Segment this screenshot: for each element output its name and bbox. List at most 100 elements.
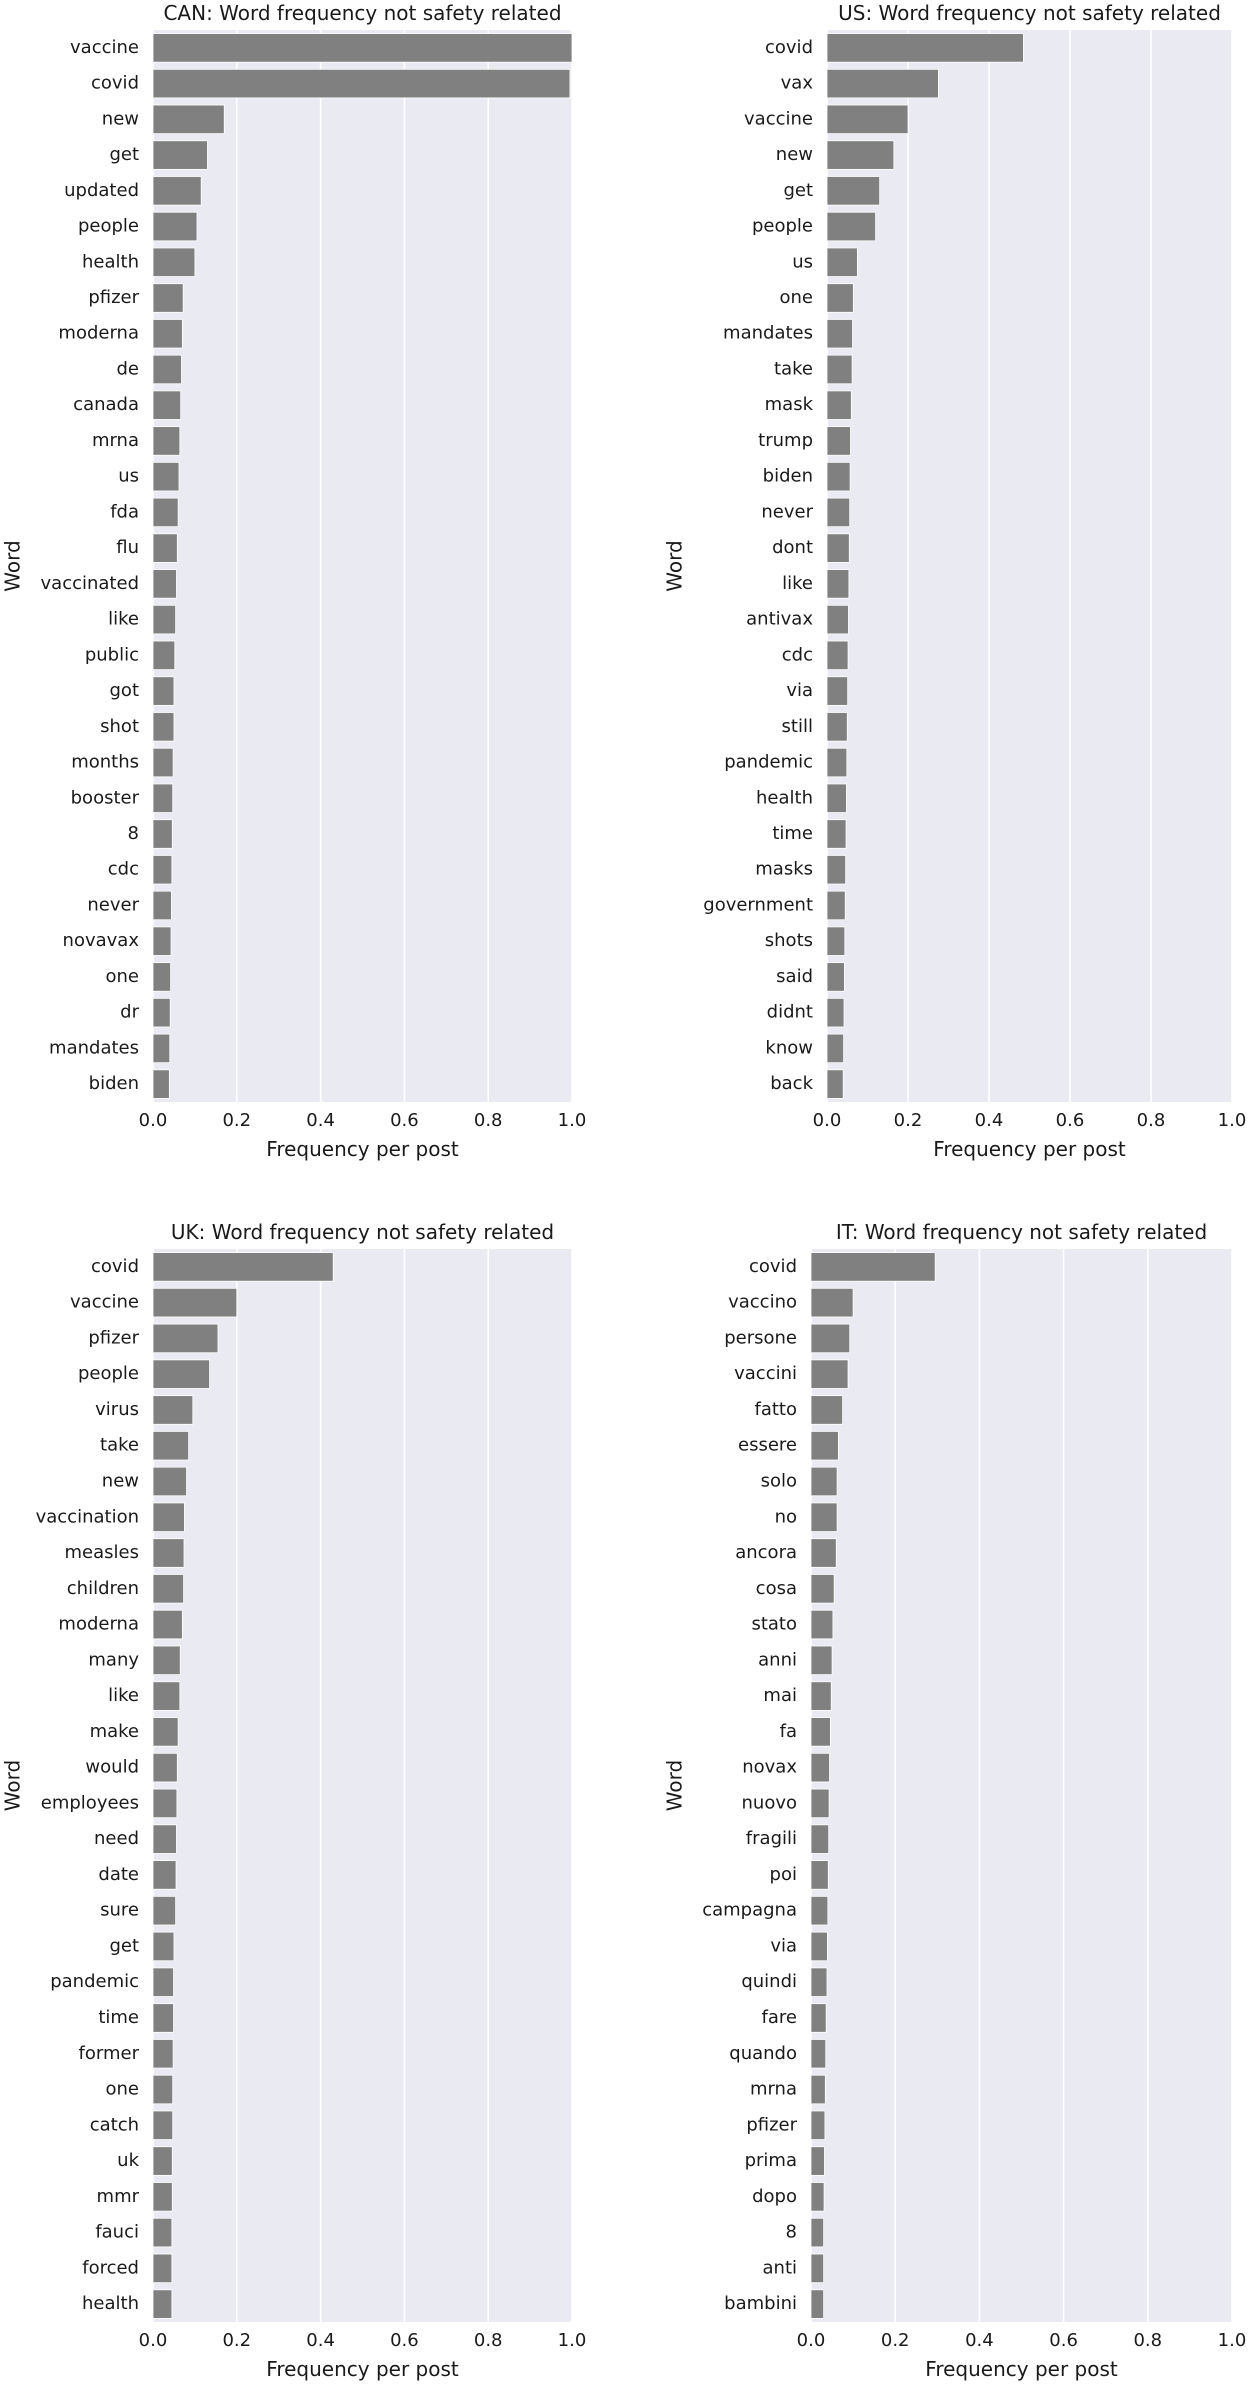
chart-1-bar-one (826, 283, 854, 313)
chart-0-category-label: updated (64, 180, 139, 201)
chart-2-bar-like (152, 1681, 181, 1711)
chart-1-category-label: time (772, 823, 813, 844)
chart-2-bar-forced (152, 2253, 173, 2284)
chart-3-bar-vaccini (810, 1359, 849, 1389)
chart-1-bar-antivax (826, 604, 849, 635)
chart-3-bar-campagna (810, 1895, 829, 1926)
chart-2-bar-employees (152, 1788, 178, 1819)
chart-3-category-label: vaccino (728, 1292, 797, 1313)
chart-0-bar-vaccine (152, 33, 573, 63)
chart-3-y-axis-label: Word (663, 1760, 687, 1811)
chart-2-x-tick-label: 0.6 (390, 2330, 419, 2351)
chart-1-x-tick-label: 0.4 (975, 1110, 1004, 1131)
chart-2-bar-children (152, 1574, 184, 1604)
chart-0-category-label: got (110, 680, 140, 701)
chart-3-x-tick-label: 0.4 (965, 2330, 994, 2351)
chart-1-x-tick-label: 0.0 (813, 1110, 842, 1131)
chart-3-category-label: fare (762, 2007, 797, 2028)
chart-2-bar-virus (152, 1395, 194, 1425)
chart-1-category-label: via (786, 680, 813, 701)
chart-1-bar-new (826, 140, 895, 170)
chart-us: covid vax vaccine new get people us one mandates… (663, 1, 1247, 1161)
chart-1-bar-vaccine (826, 104, 909, 135)
chart-0-x-tick-label: 0.6 (390, 1110, 419, 1131)
chart-3-category-label: via (770, 1935, 797, 1956)
chart-1-bar-pandemic (826, 747, 848, 778)
chart-2-bar-new (152, 1466, 187, 1497)
chart-1-x-tick-label: 0.6 (1056, 1110, 1085, 1131)
chart-2-category-label: forced (82, 2257, 139, 2278)
chart-3-bar-dopo (810, 2182, 825, 2212)
chart-0-bar-de (152, 354, 182, 385)
chart-2-category-label: take (100, 1435, 139, 1456)
chart-3-category-label: quando (729, 2043, 797, 2064)
chart-1-bar-health (826, 783, 847, 813)
chart-0-bar-covid (152, 68, 571, 99)
chart-3-bar-mrna (810, 2074, 826, 2105)
chart-2-bar-former (152, 2039, 174, 2069)
chart-1-category-label: said (776, 966, 813, 987)
chart-2-category-label: vaccination (36, 1506, 139, 1527)
chart-1-category-label: vax (781, 73, 814, 94)
chart-3-category-label: fa (780, 1721, 797, 1742)
chart-0-category-label: canada (73, 394, 139, 415)
chart-1-plot-area (827, 30, 1232, 1102)
chart-2-category-label: many (88, 1649, 139, 1670)
chart-2-bar-time (152, 2003, 174, 2033)
chart-2-category-label: moderna (58, 1614, 139, 1635)
chart-1-bar-take (826, 354, 853, 385)
chart-0-category-label: months (71, 752, 139, 773)
chart-2-bar-take (152, 1431, 190, 1461)
chart-it: covid vaccino persone vaccini fatto essere sol… (663, 1220, 1247, 2381)
chart-3-bar-vaccino (810, 1287, 854, 1318)
chart-2-bar-measles (152, 1538, 185, 1568)
chart-0-category-label: vaccinated (41, 573, 139, 594)
chart-2-bar-vaccination (152, 1502, 185, 1532)
chart-0-category-label: mandates (49, 1037, 139, 1058)
chart-3-bar-pfizer (810, 2110, 826, 2140)
chart-0-x-tick-label: 0.8 (474, 1110, 503, 1131)
chart-2-category-label: pfizer (88, 1327, 139, 1348)
chart-2-bar-health (152, 2289, 173, 2319)
chart-2-category-label: like (108, 1685, 139, 1706)
chart-0-bar-fda (152, 497, 179, 528)
chart-0-bar-one (152, 962, 171, 992)
chart-2-bar-vaccine (152, 1287, 238, 1318)
chart-3-bar-via (810, 1931, 828, 1962)
chart-1-category-label: government (703, 894, 813, 915)
chart-3-bar-solo (810, 1466, 838, 1497)
chart-3-title: IT: Word frequency not safety related (836, 1220, 1207, 1244)
chart-1-bar-shots (826, 926, 846, 956)
chart-3-category-label: covid (749, 1256, 797, 1277)
chart-2-bar-need (152, 1824, 177, 1854)
chart-2-category-label: mmr (97, 2186, 140, 2207)
chart-2-category-label: former (79, 2043, 140, 2064)
chart-0-x-tick-label: 1.0 (558, 1110, 587, 1131)
chart-0-plot-area (153, 30, 572, 1102)
chart-3-bar-novax (810, 1752, 830, 1783)
chart-2-plot-area (153, 1249, 572, 2322)
chart-3-bar-anni (810, 1645, 833, 1676)
chart-0-category-label: health (82, 251, 139, 272)
chart-0-bar-biden (152, 1069, 170, 1099)
chart-3-category-label: solo (761, 1470, 797, 1491)
chart-0-category-label: 8 (128, 823, 139, 844)
chart-2-bar-one (152, 2074, 174, 2105)
chart-1-y-axis-label: Word (663, 540, 687, 591)
chart-0-category-label: cdc (108, 859, 139, 880)
chart-0-category-label: public (85, 644, 139, 665)
chart-3-bar-cosa (810, 1574, 835, 1604)
chart-0-bar-public (152, 640, 176, 671)
chart-0-category-label: de (117, 358, 140, 379)
chart-2-y-axis-label: Word (1, 1760, 25, 1811)
chart-2-bar-mmr (152, 2182, 173, 2212)
chart-2-bar-uk (152, 2146, 173, 2176)
chart-2-category-label: catch (90, 2114, 139, 2135)
chart-3-bar-fare (810, 2003, 827, 2033)
chart-0-bar-new (152, 104, 225, 135)
chart-2-bar-covid (152, 1252, 334, 1282)
chart-1-category-label: biden (763, 466, 813, 487)
chart-2-category-label: people (78, 1363, 139, 1384)
chart-0-x-axis-label: Frequency per post (266, 1137, 459, 1161)
